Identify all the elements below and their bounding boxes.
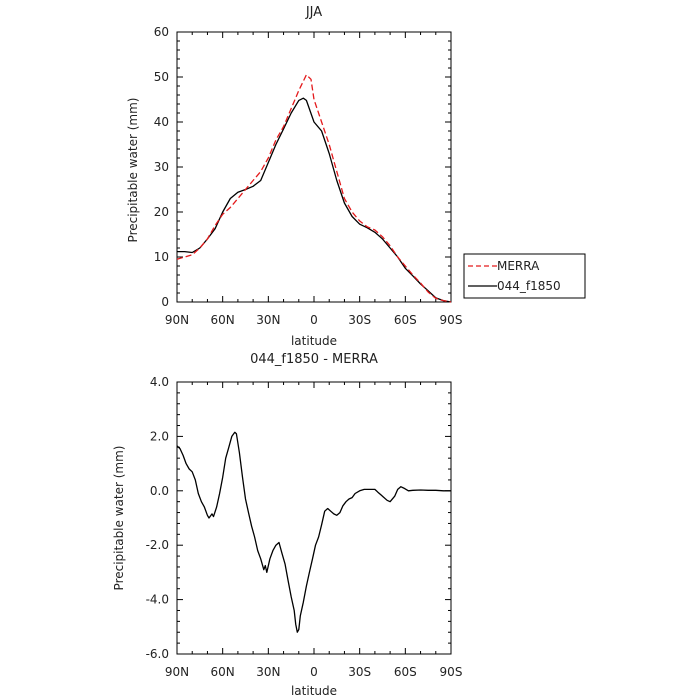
bottom-xtick-label: 90N <box>165 665 189 679</box>
top-series-lines <box>176 74 452 303</box>
top-y-ticks: 0 10 20 30 40 50 60 <box>154 25 451 309</box>
top-ytick-label: 10 <box>154 250 169 264</box>
bottom-ytick-label: 4.0 <box>150 375 169 389</box>
top-chart-ylabel: Precipitable water (mm) <box>126 98 140 243</box>
bottom-xtick-label: 30S <box>348 665 371 679</box>
top-ytick-label: 60 <box>154 25 169 39</box>
bottom-ytick-label: 2.0 <box>150 429 169 443</box>
top-chart-title: JJA <box>305 5 322 20</box>
top-xtick-label: 30S <box>348 313 371 327</box>
bottom-xtick-label: 30N <box>256 665 280 679</box>
top-x-ticks: 90N 60N 30N 0 30S 60S 90S <box>165 32 463 327</box>
top-xtick-label: 60N <box>211 313 235 327</box>
bottom-xtick-label: 60S <box>394 665 417 679</box>
top-ytick-label: 30 <box>154 160 169 174</box>
bottom-chart: 044_f1850 - MERRA 4.02.00.0-2.0-4.0-6.0 … <box>112 352 462 698</box>
top-chart-gridless-frame <box>176 31 452 303</box>
bottom-plot-frame <box>176 381 452 655</box>
legend-label-merra: MERRA <box>497 259 540 273</box>
top-chart-xlabel: latitude <box>291 334 337 348</box>
bottom-ytick-label: -6.0 <box>146 647 169 661</box>
legend-box <box>463 253 586 299</box>
top-series-line-1 <box>177 97 452 303</box>
top-chart: JJA 0 10 20 30 40 50 60 90N 60N 30N 0 30S 60S 90S la… <box>126 5 586 348</box>
legend-label-model: 044_f1850 <box>497 279 561 293</box>
bottom-y-ticks: 4.0 2.0 0.0 -2.0 -4.0 -6.0 <box>146 375 451 661</box>
bottom-xtick-label: 0 <box>310 665 318 679</box>
bottom-xtick-label: 60N <box>211 665 235 679</box>
top-ytick-label: 0 <box>161 295 169 309</box>
top-xtick-label: 30N <box>256 313 280 327</box>
bottom-chart-xlabel: latitude <box>291 684 337 698</box>
bottom-series-line-0 <box>176 431 451 633</box>
bottom-x-ticks: 90N 60N 30N 0 30S 60S 90S <box>165 382 463 679</box>
top-xtick-label: 0 <box>310 313 318 327</box>
top-plot-frame <box>176 31 452 303</box>
bottom-chart-title: 044_f1850 - MERRA <box>250 352 378 367</box>
legend: MERRA 044_f1850 <box>463 253 586 299</box>
top-ytick-label: 20 <box>154 205 169 219</box>
top-xtick-label: 60S <box>394 313 417 327</box>
bottom-chart-ylabel: Precipitable water (mm) <box>112 446 126 591</box>
bottom-ytick-label: -2.0 <box>146 538 169 552</box>
bottom-series-lines <box>176 431 451 633</box>
top-ytick-label: 40 <box>154 115 169 129</box>
bottom-ytick-label: 0.0 <box>150 484 169 498</box>
top-series-line-0 <box>176 74 452 303</box>
bottom-xtick-label: 90S <box>440 665 463 679</box>
top-xtick-label: 90S <box>440 313 463 327</box>
bottom-ytick-label: -4.0 <box>146 593 169 607</box>
top-ytick-label: 50 <box>154 70 169 84</box>
top-xtick-label: 90N <box>165 313 189 327</box>
